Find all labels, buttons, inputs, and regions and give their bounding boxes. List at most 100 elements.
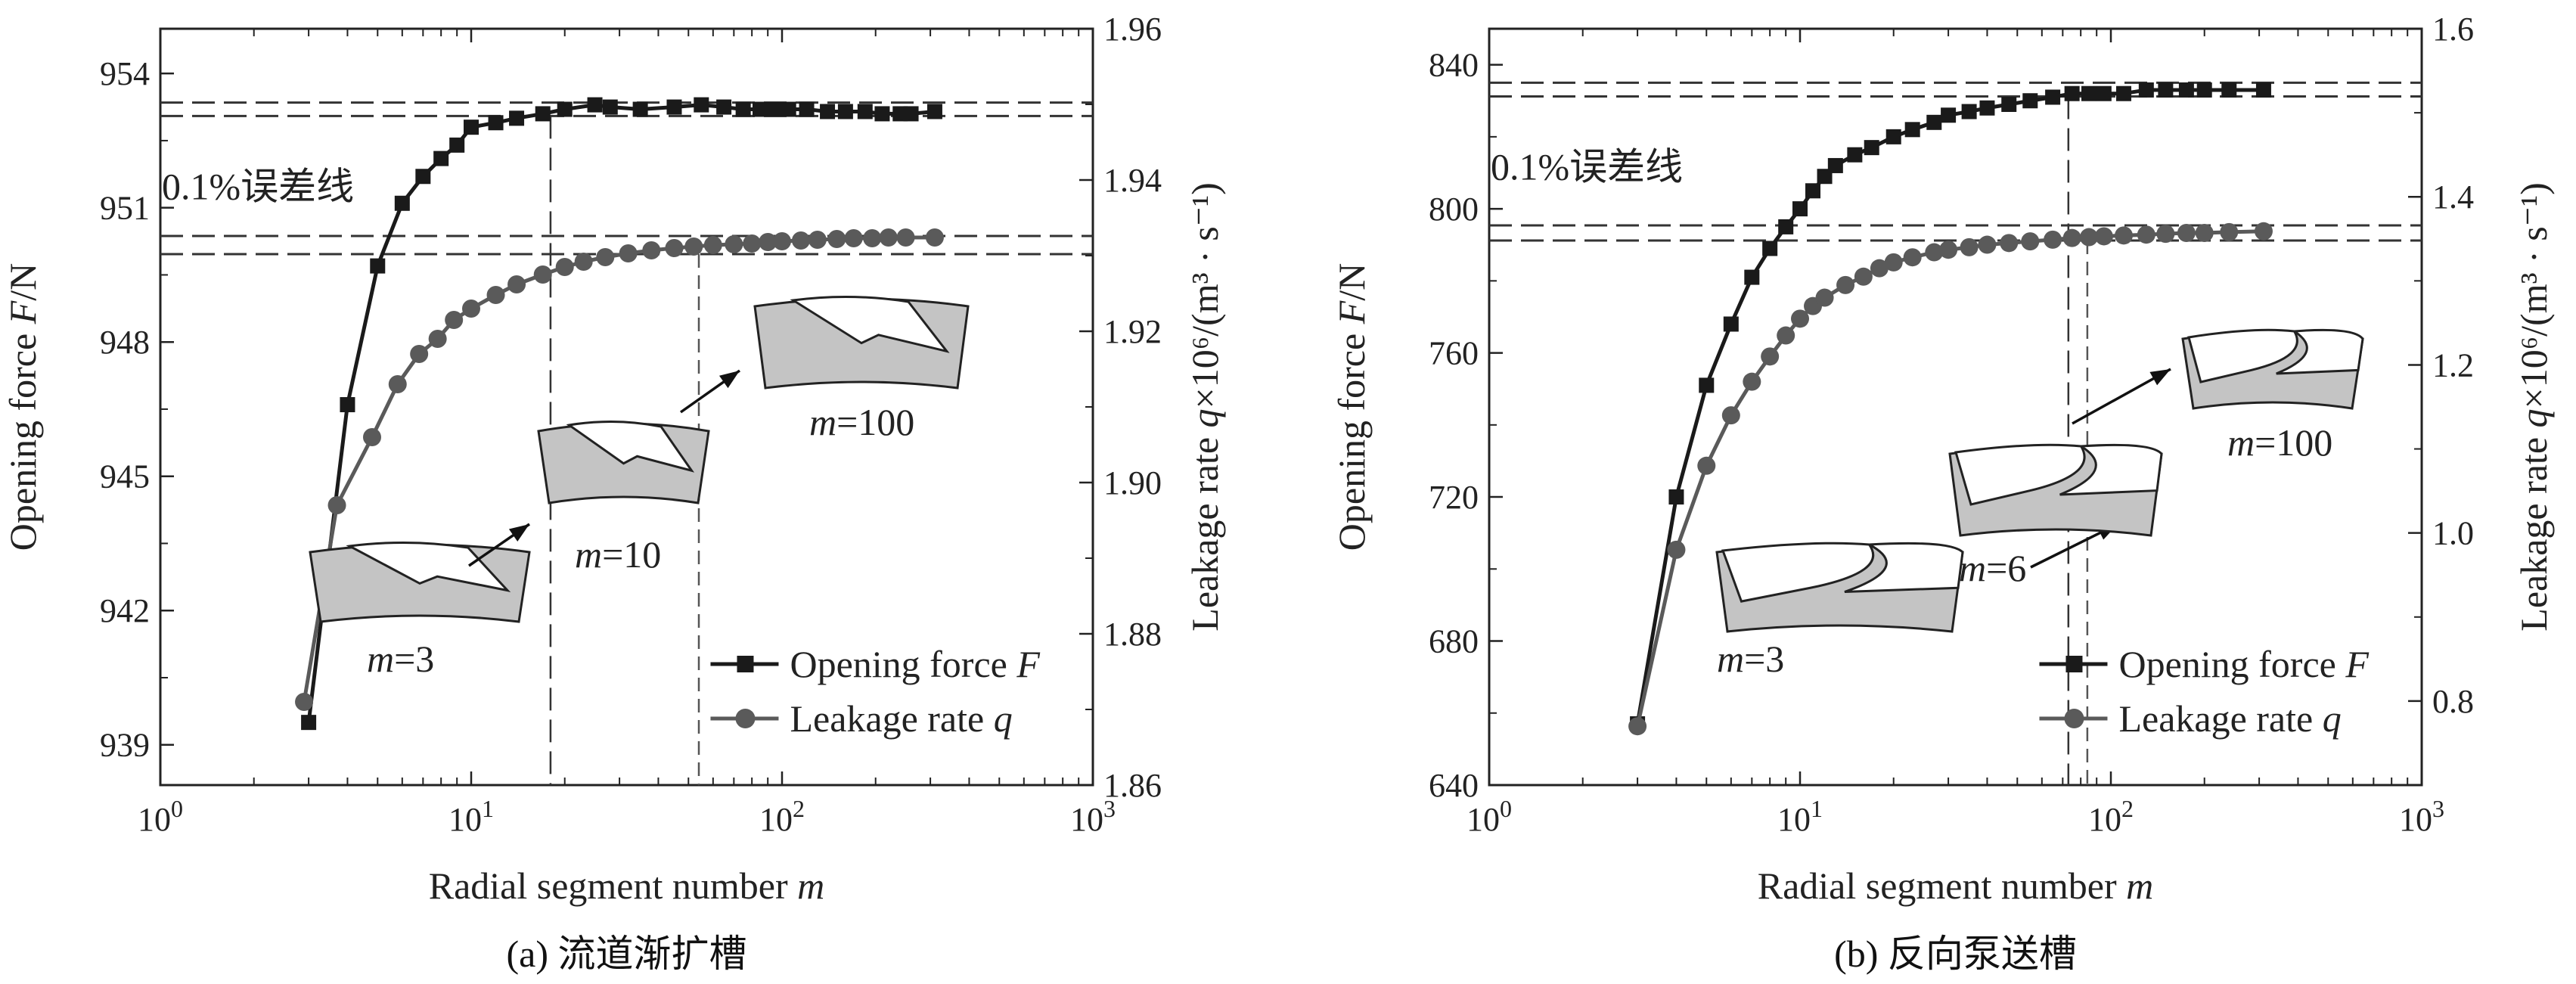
land-region bbox=[2059, 443, 2163, 496]
data-point-leakage bbox=[327, 496, 346, 514]
x-axis-label: Radial segment number m bbox=[429, 864, 825, 907]
data-point-leakage bbox=[1628, 717, 1647, 736]
y-left-label-unit: /N bbox=[2, 263, 44, 301]
annotation-value: =100 bbox=[836, 401, 914, 443]
data-point-leakage bbox=[533, 265, 552, 284]
data-point-leakage bbox=[486, 286, 505, 304]
data-point-force bbox=[767, 101, 783, 117]
legend-label-text: Opening force bbox=[2118, 643, 2345, 685]
data-point-force bbox=[535, 106, 551, 122]
y-right-axis-label: Leakage rate q×10⁶/(m³ · s⁻¹) bbox=[1184, 182, 1226, 631]
x-axis-label-text: Radial segment number bbox=[1758, 864, 2126, 907]
arrow-head bbox=[508, 524, 529, 542]
data-point-leakage bbox=[1903, 248, 1922, 267]
y-right-axis-label: Leakage rate q×10⁶/(m³ · s⁻¹) bbox=[2512, 182, 2555, 631]
panel-caption: (b) 反向泵送槽 bbox=[1834, 933, 2077, 975]
x-tick-base: 10 bbox=[759, 801, 793, 838]
legend-marker-circle bbox=[2064, 709, 2084, 728]
data-point-leakage bbox=[725, 235, 743, 253]
y-right-tick-label: 0.8 bbox=[2432, 683, 2474, 720]
legend-label-var: q bbox=[2323, 697, 2342, 740]
data-point-force bbox=[464, 120, 479, 135]
data-point-leakage bbox=[703, 236, 722, 254]
data-point-leakage bbox=[1925, 243, 1944, 262]
data-point-force bbox=[1778, 219, 1794, 234]
data-point-force bbox=[488, 115, 504, 131]
data-point-force bbox=[301, 715, 317, 731]
x-tick-base: 10 bbox=[448, 801, 482, 838]
data-point-force bbox=[449, 137, 465, 153]
data-point-leakage bbox=[2021, 232, 2040, 251]
y-left-label-text: Opening force bbox=[1330, 324, 1373, 551]
data-point-force bbox=[2045, 89, 2061, 105]
annotation-m100: m=100 bbox=[809, 401, 914, 443]
data-point-force bbox=[587, 97, 603, 113]
x-tick-base: 10 bbox=[1070, 801, 1103, 838]
x-tick-label: 103 bbox=[1070, 795, 1116, 838]
y-left-axis-label: Opening force F/N bbox=[1330, 263, 1373, 551]
plot-frame bbox=[1488, 27, 2423, 787]
annotation-value: =3 bbox=[1744, 638, 1784, 680]
data-point-leakage bbox=[759, 233, 777, 251]
data-point-leakage bbox=[791, 231, 810, 250]
x-tick-base: 10 bbox=[138, 801, 171, 838]
data-point-leakage bbox=[773, 232, 791, 250]
data-point-force bbox=[2096, 85, 2112, 101]
data-point-force bbox=[1762, 241, 1778, 256]
data-point-force bbox=[752, 101, 768, 117]
legend-label-text: Opening force bbox=[790, 643, 1016, 685]
x-axis-label-var: m bbox=[2126, 864, 2153, 907]
annotation-var: m bbox=[575, 533, 602, 576]
sector-icon-m6 bbox=[1948, 443, 2163, 537]
data-point-force bbox=[2022, 93, 2038, 109]
data-point-leakage bbox=[684, 237, 703, 256]
x-tick-label: 101 bbox=[448, 795, 494, 838]
data-point-leakage bbox=[642, 241, 661, 259]
legend-marker-square bbox=[2065, 656, 2083, 672]
data-point-leakage bbox=[388, 375, 407, 393]
data-point-leakage bbox=[1815, 288, 1834, 307]
y-left-tick-label: 800 bbox=[1429, 191, 1479, 228]
y-right-label-var: q bbox=[2512, 408, 2555, 427]
x-tick-label: 100 bbox=[138, 795, 183, 838]
y-right-label-var: q bbox=[1184, 408, 1226, 427]
data-point-force bbox=[1904, 122, 1920, 138]
groove-region bbox=[566, 420, 695, 473]
sector-icon-m100 bbox=[2181, 328, 2364, 410]
sector-icon-m100 bbox=[753, 295, 970, 390]
data-point-leakage bbox=[2156, 225, 2175, 244]
data-point-leakage bbox=[2079, 228, 2098, 247]
data-point-force bbox=[1926, 114, 1942, 130]
data-point-leakage bbox=[925, 228, 944, 247]
data-point-force bbox=[2178, 82, 2194, 98]
annotation-m3: m=3 bbox=[367, 638, 434, 680]
data-point-leakage bbox=[295, 693, 314, 711]
land-region bbox=[2276, 328, 2364, 375]
y-left-label-text: Opening force bbox=[2, 324, 44, 551]
data-point-leakage bbox=[2177, 224, 2196, 242]
y-right-label-unit: ×10⁶/(m³ · s⁻¹) bbox=[1184, 182, 1226, 408]
data-point-leakage bbox=[410, 345, 429, 363]
arrow-1 bbox=[468, 523, 530, 567]
data-point-force bbox=[1885, 129, 1901, 144]
data-point-force bbox=[1827, 157, 1843, 173]
data-point-leakage bbox=[665, 239, 684, 257]
y-right-tick-label: 1.2 bbox=[2432, 346, 2474, 383]
y-right-tick-label: 1.96 bbox=[1103, 11, 1162, 48]
data-point-force bbox=[1744, 269, 1760, 285]
data-point-leakage bbox=[428, 330, 447, 348]
arrow-2 bbox=[679, 369, 741, 414]
annotation-m10: m=10 bbox=[575, 533, 661, 576]
data-point-leakage bbox=[555, 258, 574, 276]
x-axis-label-var: m bbox=[797, 864, 824, 907]
data-point-leakage bbox=[2062, 228, 2081, 247]
data-point-force bbox=[2221, 82, 2237, 98]
data-point-force bbox=[1699, 377, 1715, 393]
legend-label-var: F bbox=[1016, 643, 1040, 685]
data-point-leakage bbox=[2115, 226, 2134, 245]
data-point-leakage bbox=[1836, 275, 1855, 294]
data-point-force bbox=[735, 101, 751, 117]
data-point-force bbox=[415, 169, 431, 185]
